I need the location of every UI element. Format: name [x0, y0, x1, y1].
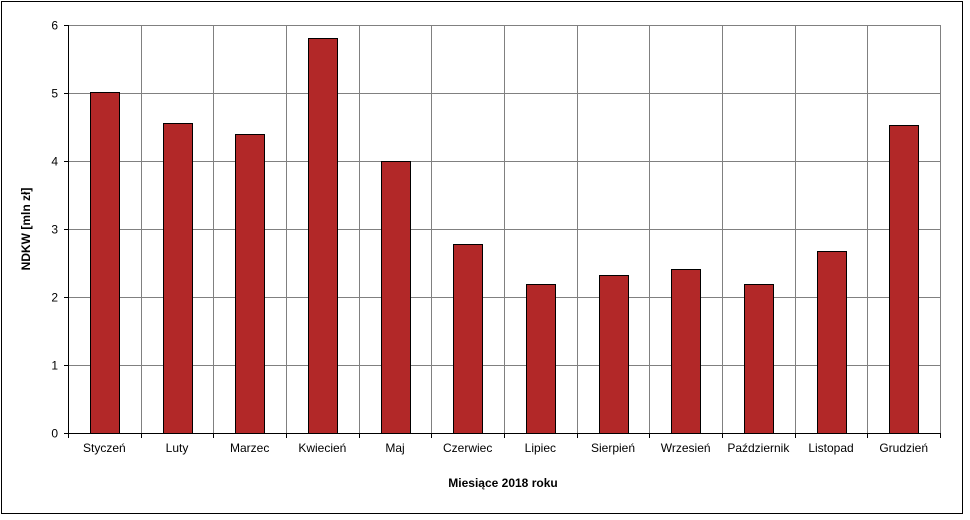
bar-9 [671, 269, 701, 434]
axes-layer [64, 25, 941, 438]
x-tick-label: Styczeń [83, 441, 126, 455]
bars-layer [90, 38, 919, 434]
bar-8 [599, 275, 629, 434]
y-tick-label: 4 [51, 155, 58, 169]
x-tick-label: Październik [727, 441, 790, 455]
y-tick-label: 5 [51, 87, 58, 101]
x-tick-label: Listopad [808, 441, 853, 455]
y-tick-label: 3 [51, 223, 58, 237]
bar-1 [90, 92, 120, 434]
x-tick-label: Grudzień [879, 441, 928, 455]
x-tick-label: Kwiecień [298, 441, 346, 455]
x-tick-labels: Styczeń Luty Marzec Kwiecień Maj Czerwiec Lipi… [83, 441, 928, 455]
bar-3 [235, 134, 265, 434]
bar-2 [163, 123, 193, 434]
x-tick-label: Lipiec [525, 441, 556, 455]
grid-layer [68, 25, 941, 433]
x-tick-label: Luty [166, 441, 189, 455]
bar-5 [381, 161, 411, 434]
x-tick-label: Czerwiec [443, 441, 492, 455]
x-tick-label: Wrzesień [661, 441, 711, 455]
y-tick-label: 1 [51, 359, 58, 373]
y-axis-title: NDKW [mln zł] [19, 188, 33, 271]
x-tick-label: Maj [385, 441, 404, 455]
bar-6 [453, 244, 483, 434]
bar-7 [526, 284, 556, 434]
x-tick-label: Sierpień [591, 441, 635, 455]
y-tick-labels: 0 1 2 3 4 5 6 [51, 19, 58, 441]
y-tick-label: 6 [51, 19, 58, 33]
bar-10 [744, 284, 774, 434]
bar-11 [817, 251, 847, 434]
x-axis-title: Miesiące 2018 roku [448, 476, 557, 490]
bar-12 [889, 125, 919, 434]
y-tick-label: 2 [51, 291, 58, 305]
x-tick-label: Marzec [230, 441, 269, 455]
bar-4 [308, 38, 338, 434]
y-tick-label: 0 [51, 427, 58, 441]
